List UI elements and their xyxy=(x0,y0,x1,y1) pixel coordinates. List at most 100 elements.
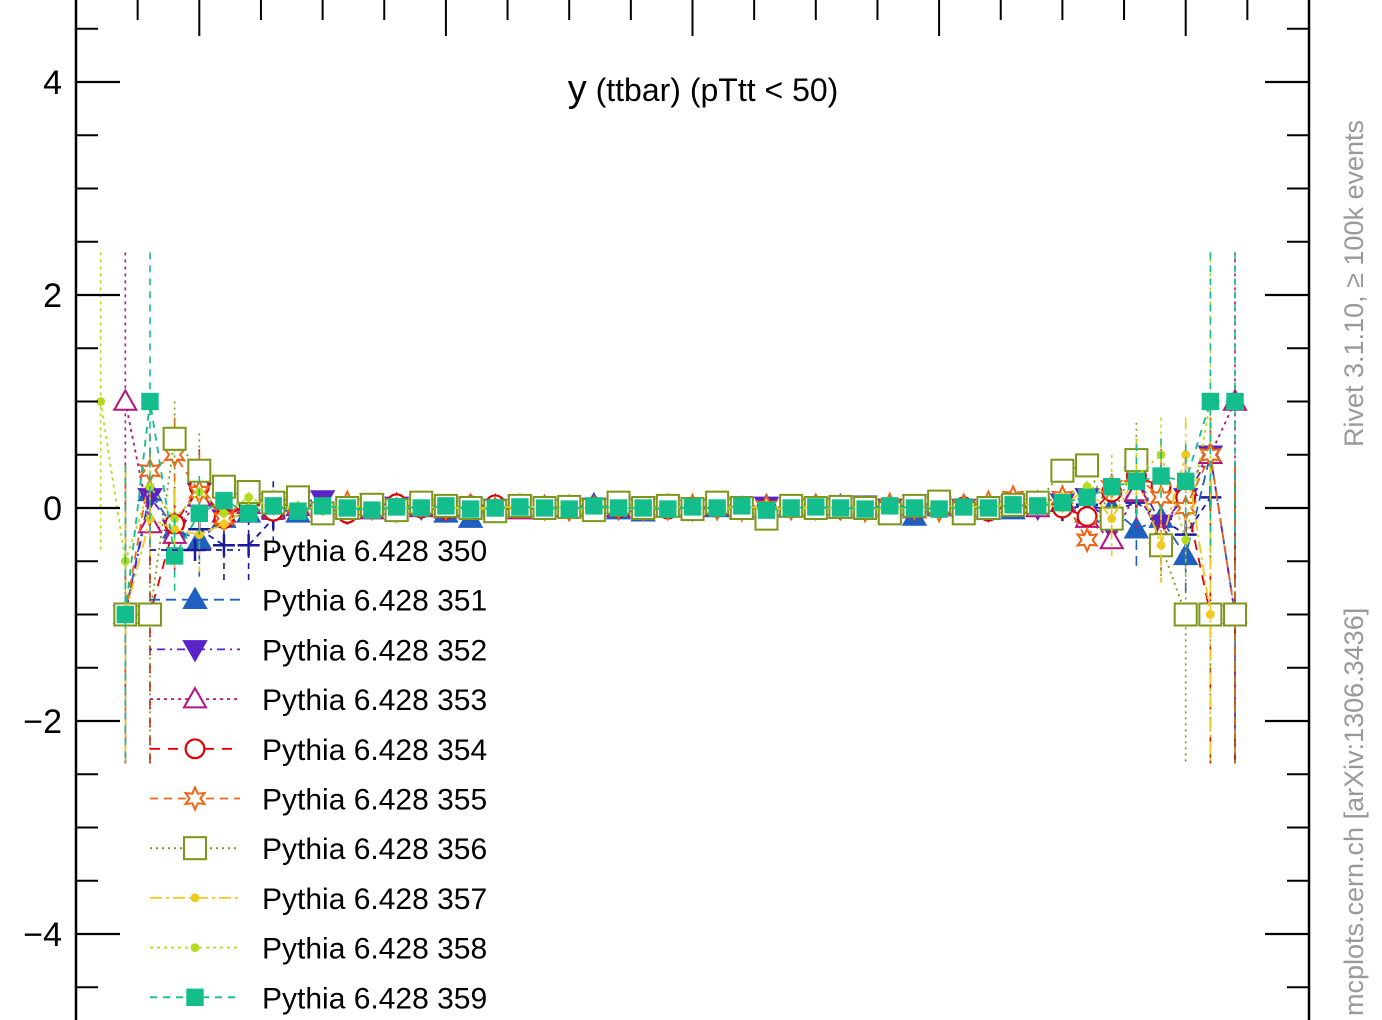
data-point xyxy=(137,602,162,627)
data-point xyxy=(1078,488,1096,507)
legend-marker xyxy=(183,785,207,812)
legend-label: Pythia 6.428 358 xyxy=(262,933,487,966)
legend-item: Pythia 6.428 354 xyxy=(150,734,487,767)
data-point xyxy=(856,500,874,518)
legend: Pythia 6.428 350 Pythia 6.428 351 Pythia 6… xyxy=(150,535,487,1015)
data-point xyxy=(708,499,726,517)
data-point xyxy=(659,500,677,518)
data-point xyxy=(535,499,554,517)
data-point xyxy=(387,498,406,516)
data-point xyxy=(757,501,776,519)
data-point xyxy=(905,499,924,517)
legend-label: Pythia 6.428 351 xyxy=(262,585,487,618)
data-point xyxy=(412,499,430,517)
data-point xyxy=(116,605,135,624)
data-point xyxy=(313,497,332,515)
data-point xyxy=(634,499,652,517)
data-point xyxy=(930,500,948,518)
data-point xyxy=(733,497,751,515)
y-tick-label: 4 xyxy=(43,64,62,102)
data-point xyxy=(239,504,258,523)
series-line xyxy=(124,452,1236,615)
legend-label: Pythia 6.428 354 xyxy=(262,734,487,767)
data-point xyxy=(162,426,187,451)
plot-title: y (ttbar) (pTtt < 50) xyxy=(568,68,839,110)
data-point xyxy=(1177,472,1195,491)
y-tick-label: −2 xyxy=(23,703,62,741)
legend-item: Pythia 6.428 350 xyxy=(150,535,487,568)
series-line xyxy=(124,400,1235,615)
data-point xyxy=(1152,467,1170,485)
data-point xyxy=(1075,453,1100,478)
legend-item: Pythia 6.428 358 xyxy=(150,933,487,966)
legend-label: Pythia 6.428 355 xyxy=(262,784,487,817)
data-point xyxy=(1053,493,1072,512)
legend-marker xyxy=(190,943,200,952)
data-point xyxy=(1226,392,1244,411)
series-9 xyxy=(116,252,1244,764)
data-point xyxy=(560,500,578,518)
data-point xyxy=(486,499,504,517)
data-point xyxy=(585,497,603,515)
legend-item: Pythia 6.428 359 xyxy=(150,982,487,1015)
data-point xyxy=(1103,478,1121,496)
data-point xyxy=(1181,450,1191,460)
data-point xyxy=(219,508,229,518)
data-point xyxy=(683,498,702,516)
legend-label: Pythia 6.428 356 xyxy=(262,833,487,866)
data-point xyxy=(609,499,628,517)
data-point xyxy=(289,502,307,520)
data-point xyxy=(807,498,825,516)
y-tick-label: 0 xyxy=(43,490,62,528)
data-point xyxy=(212,505,236,533)
data-point xyxy=(1223,602,1248,627)
plot-title-main: y xyxy=(568,68,587,110)
data-point xyxy=(881,497,899,515)
data-point xyxy=(338,499,356,517)
data-point xyxy=(237,534,260,557)
y-tick-label: −4 xyxy=(23,916,62,954)
data-point xyxy=(1029,497,1047,515)
legend-marker xyxy=(184,738,206,760)
series-layer xyxy=(96,252,1248,764)
data-point xyxy=(979,499,998,517)
data-point xyxy=(1181,535,1191,545)
legend-marker xyxy=(186,988,204,1006)
data-point xyxy=(165,547,184,565)
legend-marker xyxy=(182,640,208,663)
legend-item: Pythia 6.428 356 xyxy=(150,833,487,866)
data-point xyxy=(1123,516,1150,539)
plot-title-rest: (ttbar) (pTtt < 50) xyxy=(587,72,839,108)
data-point xyxy=(511,498,529,516)
data-point xyxy=(141,392,159,411)
legend-marker xyxy=(183,836,207,861)
legend-label: Pythia 6.428 357 xyxy=(262,883,487,916)
legend-item: Pythia 6.428 351 xyxy=(150,585,487,618)
data-point xyxy=(264,497,282,515)
side-label-bottom: mcplots.cern.ch [arXiv:1306.3436] xyxy=(1339,608,1369,1016)
data-point xyxy=(219,519,229,529)
data-point xyxy=(1127,472,1146,491)
data-point xyxy=(1201,392,1220,411)
legend-label: Pythia 6.428 350 xyxy=(262,535,487,568)
data-point xyxy=(1205,610,1215,619)
data-point xyxy=(112,388,139,411)
legend-marker xyxy=(182,686,208,709)
legend-label: Pythia 6.428 353 xyxy=(262,684,487,717)
data-point xyxy=(212,534,235,557)
data-point xyxy=(1156,540,1166,550)
data-point xyxy=(782,499,800,517)
data-point xyxy=(215,491,233,510)
legend-marker xyxy=(184,539,206,561)
data-point xyxy=(1173,602,1198,627)
ticks-layer xyxy=(75,0,1310,989)
legend-label: Pythia 6.428 352 xyxy=(262,634,487,667)
data-point xyxy=(1004,496,1022,514)
data-point xyxy=(831,499,850,517)
legend-label: Pythia 6.428 359 xyxy=(262,982,487,1015)
data-point xyxy=(190,504,209,523)
data-point xyxy=(461,500,480,518)
series-3 xyxy=(112,252,1248,572)
data-point xyxy=(244,492,254,502)
legend-item: Pythia 6.428 357 xyxy=(150,883,487,916)
